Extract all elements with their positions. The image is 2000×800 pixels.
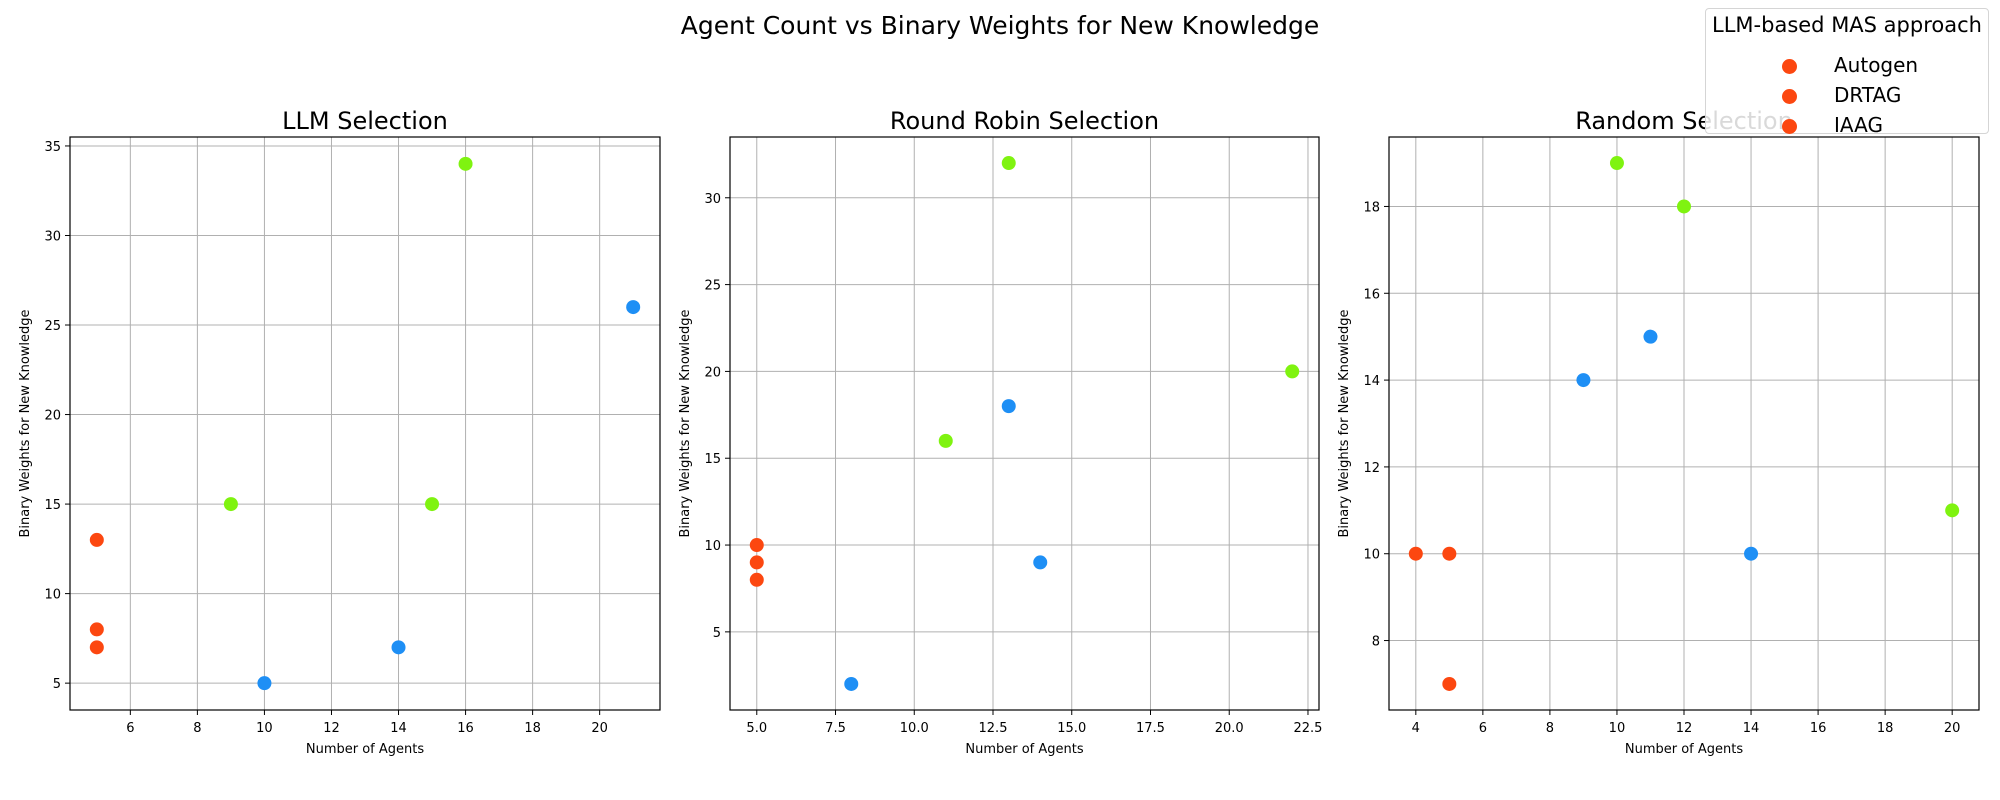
- scatter-point: [749, 555, 764, 570]
- y-tick-label: 10: [44, 588, 61, 603]
- x-tick-label: 20: [1944, 721, 1961, 736]
- y-tick-label: 25: [44, 319, 61, 334]
- y-tick-label: 5: [53, 677, 61, 692]
- scatter-point: [938, 433, 953, 448]
- scatter-point: [223, 497, 238, 512]
- legend-label-iaag: IAAG: [1834, 113, 1883, 137]
- x-tick-label: 17.5: [1136, 721, 1165, 736]
- x-tick-label: 12: [1676, 721, 1693, 736]
- subplots: 6 8 10 12 14 16 18 20 5 10 15 20 25 30 35 LLM Selection…: [18, 107, 1980, 757]
- y-axis-label: Binary Weights for New Knowledge: [1337, 309, 1352, 537]
- y-tick-label: 20: [44, 409, 61, 424]
- x-tick-label: 14: [390, 721, 407, 736]
- y-tick-label: 20: [704, 365, 721, 380]
- legend-label-autogen: Autogen: [1834, 53, 1919, 77]
- x-tick-label: 14: [1743, 721, 1760, 736]
- scatter-point: [1677, 199, 1691, 214]
- x-tick-label: 4: [1412, 721, 1420, 736]
- x-tick-label: 16: [1810, 721, 1827, 736]
- scatter-point: [391, 640, 406, 655]
- y-tick-label: 8: [1372, 635, 1380, 650]
- x-tick-label: 16: [457, 721, 474, 736]
- x-tick-label: 8: [1546, 721, 1554, 736]
- x-tick-label: 20.0: [1215, 721, 1244, 736]
- y-tick-label: 10: [704, 539, 721, 554]
- x-tick-label: 8: [193, 721, 201, 736]
- y-tick-label: 14: [1363, 374, 1380, 389]
- scatter-point: [1442, 546, 1457, 561]
- x-tick-label: 5.0: [746, 721, 767, 736]
- scatter-point: [749, 572, 764, 587]
- scatter-point: [1408, 546, 1423, 561]
- axes-frame: [69, 136, 661, 711]
- y-tick-label: 30: [704, 192, 721, 207]
- y-tick-label: 15: [44, 498, 61, 513]
- y-tick-label: 10: [1363, 548, 1380, 563]
- axes-frame: [729, 136, 1320, 711]
- legend-item-iaag: IAAG: [1706, 111, 1988, 141]
- subplot-title: LLM Selection: [282, 107, 448, 135]
- x-tick-label: 12: [323, 721, 340, 736]
- subplot-2: 5.0 7.5 10.0 12.5 15.0 17.5 20.0 22.5 5 10 15 20 25 3…: [678, 107, 1322, 757]
- x-axis-label: Number of Agents: [306, 742, 424, 757]
- scatter-point: [1576, 373, 1591, 388]
- legend-item-autogen: Autogen: [1706, 51, 1988, 81]
- scatter-point: [1001, 156, 1016, 171]
- x-axis-label: Number of Agents: [965, 742, 1083, 757]
- scatter-point: [1945, 503, 1960, 518]
- x-tick-label: 20: [591, 721, 608, 736]
- figure-title: Agent Count vs Binary Weights for New Kn…: [681, 11, 1319, 40]
- x-tick-label: 22.5: [1293, 721, 1322, 736]
- x-axis-label: Number of Agents: [1625, 742, 1743, 757]
- legend-marker-autogen: [1782, 59, 1797, 74]
- scatter-point: [1442, 676, 1457, 691]
- x-tick-label: 6: [126, 721, 134, 736]
- subplot-title: Round Robin Selection: [890, 107, 1159, 135]
- x-tick-label: 18: [524, 721, 541, 736]
- legend-item-drtag: DRTAG: [1706, 81, 1988, 111]
- x-tick-label: 10: [1609, 721, 1626, 736]
- y-tick-label: 35: [44, 140, 61, 155]
- scatter-point: [1643, 329, 1658, 344]
- scatter-point: [1609, 156, 1624, 171]
- legend: LLM-based MAS approach Autogen DRTAG IAA…: [1705, 8, 1989, 137]
- x-tick-label: 7.5: [825, 721, 846, 736]
- y-tick-label: 15: [704, 452, 721, 467]
- legend-label-drtag: DRTAG: [1834, 83, 1902, 107]
- scatter-point: [1033, 555, 1048, 570]
- scatter-point: [749, 538, 764, 553]
- y-tick-label: 30: [44, 229, 61, 244]
- scatter-point: [626, 300, 641, 315]
- scatter-point: [844, 676, 859, 691]
- legend-marker-drtag: [1782, 89, 1797, 104]
- subplot-1: 6 8 10 12 14 16 18 20 5 10 15 20 25 30 35 LLM Selection…: [18, 107, 661, 757]
- x-tick-label: 18: [1877, 721, 1894, 736]
- scatter-point: [89, 622, 104, 637]
- y-tick-label: 25: [704, 279, 721, 294]
- y-axis-label: Binary Weights for New Knowledge: [18, 309, 33, 537]
- scatter-point: [1285, 364, 1300, 379]
- y-tick-label: 5: [713, 626, 721, 641]
- x-tick-label: 10: [256, 721, 273, 736]
- scatter-point: [458, 156, 473, 171]
- scatter-point: [1744, 546, 1759, 561]
- x-tick-label: 12.5: [979, 721, 1008, 736]
- scatter-point: [425, 497, 440, 512]
- x-tick-label: 10.0: [900, 721, 929, 736]
- x-tick-label: 15.0: [1057, 721, 1086, 736]
- scatter-point: [89, 640, 104, 655]
- legend-title: LLM-based MAS approach: [1712, 13, 1982, 37]
- legend-marker-iaag: [1782, 119, 1797, 134]
- scatter-point: [257, 676, 272, 691]
- y-axis-label: Binary Weights for New Knowledge: [678, 309, 693, 537]
- scatter-point: [89, 532, 104, 547]
- y-tick-label: 12: [1363, 461, 1380, 476]
- y-tick-label: 18: [1363, 200, 1380, 215]
- scatter-point: [1001, 399, 1016, 414]
- y-tick-label: 16: [1363, 287, 1380, 302]
- x-tick-label: 6: [1479, 721, 1487, 736]
